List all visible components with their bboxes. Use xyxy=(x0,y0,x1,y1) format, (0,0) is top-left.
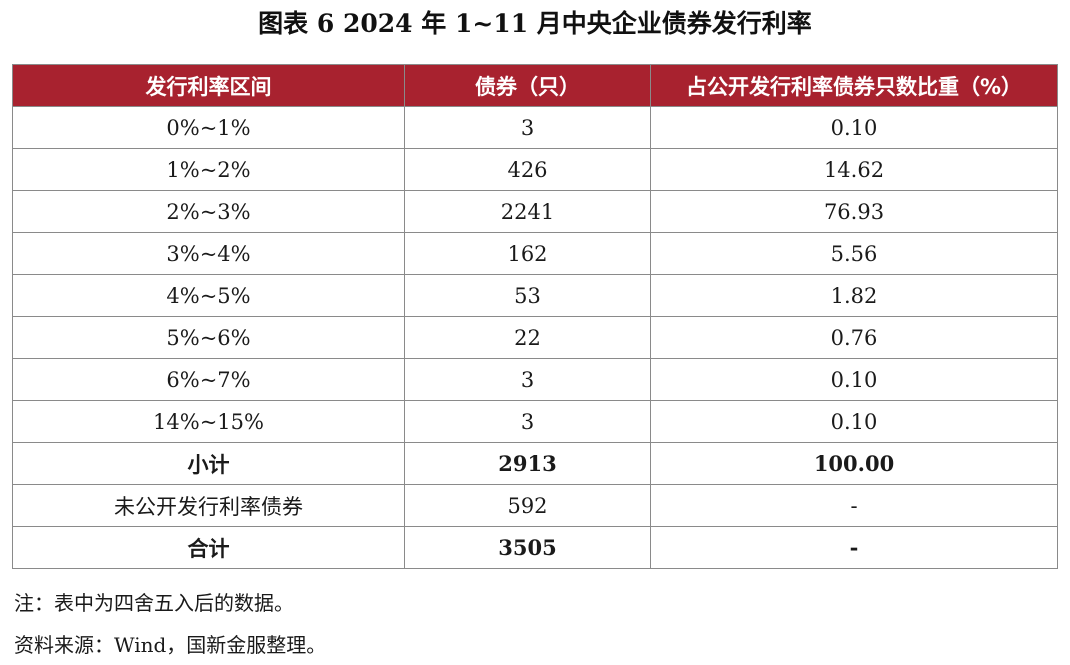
rate-range-cell: 1%~2% xyxy=(12,148,405,191)
header-share: 占公开发行利率债券只数比重（%） xyxy=(650,64,1058,107)
undisclosed-share: - xyxy=(650,484,1058,527)
table-row: 2%~3% 2241 76.93 xyxy=(12,190,1058,233)
table-row: 0%~1% 3 0.10 xyxy=(12,106,1058,149)
total-share: - xyxy=(650,526,1058,569)
table-row: 5%~6% 22 0.76 xyxy=(12,316,1058,359)
rate-range-cell: 0%~1% xyxy=(12,106,405,149)
data-source: 资料来源：Wind，国新金服整理。 xyxy=(14,633,327,657)
share-cell: 76.93 xyxy=(650,190,1058,233)
share-cell: 0.76 xyxy=(650,316,1058,359)
bond-count-cell: 22 xyxy=(404,316,651,359)
bond-count-cell: 3 xyxy=(404,358,651,401)
undisclosed-row: 未公开发行利率债券 592 - xyxy=(12,484,1058,527)
undisclosed-label: 未公开发行利率债券 xyxy=(12,484,405,527)
share-cell: 14.62 xyxy=(650,148,1058,191)
bond-count-cell: 2241 xyxy=(404,190,651,233)
subtotal-row: 小计 2913 100.00 xyxy=(12,442,1058,485)
table-row: 3%~4% 162 5.56 xyxy=(12,232,1058,275)
rate-range-cell: 6%~7% xyxy=(12,358,405,401)
share-cell: 0.10 xyxy=(650,106,1058,149)
bond-count-cell: 3 xyxy=(404,106,651,149)
table-header-row: 发行利率区间 债券（只） 占公开发行利率债券只数比重（%） xyxy=(12,64,1058,107)
subtotal-label: 小计 xyxy=(12,442,405,485)
share-cell: 1.82 xyxy=(650,274,1058,317)
table-title: 图表 6 2024 年 1~11 月中央企业债券发行利率 xyxy=(258,9,812,38)
subtotal-count: 2913 xyxy=(404,442,651,485)
total-row: 合计 3505 - xyxy=(12,526,1058,569)
table-row: 1%~2% 426 14.62 xyxy=(12,148,1058,191)
rate-range-cell: 14%~15% xyxy=(12,400,405,443)
rate-range-cell: 2%~3% xyxy=(12,190,405,233)
subtotal-share: 100.00 xyxy=(650,442,1058,485)
table-note: 注：表中为四舍五入后的数据。 xyxy=(14,591,294,615)
bond-count-cell: 53 xyxy=(404,274,651,317)
rate-range-cell: 5%~6% xyxy=(12,316,405,359)
total-label: 合计 xyxy=(12,526,405,569)
bond-count-cell: 426 xyxy=(404,148,651,191)
table-row: 6%~7% 3 0.10 xyxy=(12,358,1058,401)
header-rate-range: 发行利率区间 xyxy=(12,64,405,107)
table-row: 4%~5% 53 1.82 xyxy=(12,274,1058,317)
share-cell: 0.10 xyxy=(650,400,1058,443)
total-count: 3505 xyxy=(404,526,651,569)
bond-count-cell: 162 xyxy=(404,232,651,275)
rate-range-cell: 3%~4% xyxy=(12,232,405,275)
interest-rate-table: 发行利率区间 债券（只） 占公开发行利率债券只数比重（%） 0%~1% 3 0.… xyxy=(12,64,1058,569)
rate-range-cell: 4%~5% xyxy=(12,274,405,317)
table-row: 14%~15% 3 0.10 xyxy=(12,400,1058,443)
undisclosed-count: 592 xyxy=(404,484,651,527)
share-cell: 0.10 xyxy=(650,358,1058,401)
share-cell: 5.56 xyxy=(650,232,1058,275)
bond-count-cell: 3 xyxy=(404,400,651,443)
header-bond-count: 债券（只） xyxy=(404,64,651,107)
